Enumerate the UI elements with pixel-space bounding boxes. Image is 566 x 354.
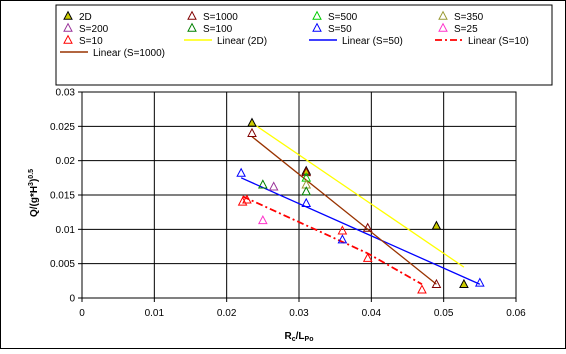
legend-marker-s-350 (438, 10, 448, 20)
point-s-100 (258, 179, 268, 189)
point-s-10 (242, 194, 252, 204)
legend-label-linear-s-50: Linear (S=50) (342, 36, 403, 47)
legend-marker-2d (63, 10, 73, 20)
point-s-25 (258, 215, 268, 225)
point-s-10 (417, 284, 427, 294)
point-s-10 (237, 196, 248, 206)
legend-marker-s-500 (312, 10, 322, 20)
legend-label-s-25: S=25 (454, 24, 478, 35)
point-s-10 (362, 252, 373, 262)
y-tick-label: 0.025 (50, 122, 75, 133)
point-s-50 (301, 197, 312, 207)
y-tick-label: 0.02 (56, 156, 76, 167)
x-axis-label: Rc/LPo (285, 331, 314, 343)
legend-label-linear-s-1000: Linear (S=1000) (93, 48, 165, 59)
legend: 2D S=1000 S=500 S=350 S=200 S=100 S=50 S=25 S=10… (55, 4, 553, 86)
legend-marker-s-10 (63, 34, 73, 44)
legend-marker-s-1000 (187, 10, 197, 20)
axes: 0 0.01 0.02 0.03 0.04 0.05 0.06 0 0.005 0.01 0.015… (28, 88, 526, 344)
x-tick-label: 0 (79, 308, 85, 319)
y-tick-label: 0.015 (50, 191, 75, 202)
point-s-10 (337, 225, 348, 235)
legend-marker-s-25 (438, 22, 448, 32)
point-2d (459, 278, 469, 289)
legend-label-s-1000: S=1000 (203, 12, 238, 23)
point-2d (431, 220, 442, 230)
trendline-linear-2d (251, 122, 465, 268)
x-tick-label: 0.03 (289, 308, 309, 319)
legend-label-s-350: S=350 (454, 12, 484, 23)
point-s-1000 (362, 222, 373, 232)
x-tick-label: 0.02 (217, 308, 237, 319)
point-s-50 (236, 167, 246, 177)
legend-label-linear-2d: Linear (2D) (217, 36, 267, 47)
trendline-linear-s-50 (240, 177, 481, 285)
legend-label-s-500: S=500 (328, 12, 358, 23)
point-s-1000 (301, 166, 312, 177)
x-tick-label: 0.04 (362, 308, 382, 319)
legend-label-s-10: S=10 (79, 36, 103, 47)
legend-box (55, 4, 553, 86)
legend-label-2d: 2D (79, 12, 92, 23)
point-s-1000 (247, 127, 257, 137)
y-tick-label: 0.005 (50, 259, 75, 270)
y-tick-label: 0 (69, 294, 75, 305)
point-s-100 (301, 186, 312, 196)
legend-label-s-50: S=50 (328, 24, 352, 35)
legend-label-linear-s-10: Linear (S=10) (468, 36, 529, 47)
trendline-linear-s-1000 (251, 136, 437, 285)
plot-area (81, 91, 517, 299)
y-axis-label: Q/(g*H3)0.5 (28, 169, 40, 217)
legend-label-s-100: S=100 (203, 24, 233, 35)
legend-marker-s-100 (187, 22, 197, 32)
legend-label-s-200: S=200 (79, 24, 109, 35)
x-tick-label: 0.01 (145, 308, 165, 319)
point-s-50 (475, 277, 485, 287)
x-tick-label: 0.05 (434, 308, 454, 319)
point-s-200 (268, 181, 279, 191)
x-tick-label: 0.06 (506, 308, 526, 319)
y-tick-label: 0.01 (56, 225, 76, 236)
point-2d (247, 117, 257, 127)
legend-marker-s-50 (312, 22, 322, 32)
y-tick-label: 0.03 (56, 88, 76, 99)
point-s-50 (337, 234, 348, 244)
point-s-1000 (431, 278, 442, 289)
legend-marker-s-200 (63, 22, 73, 32)
